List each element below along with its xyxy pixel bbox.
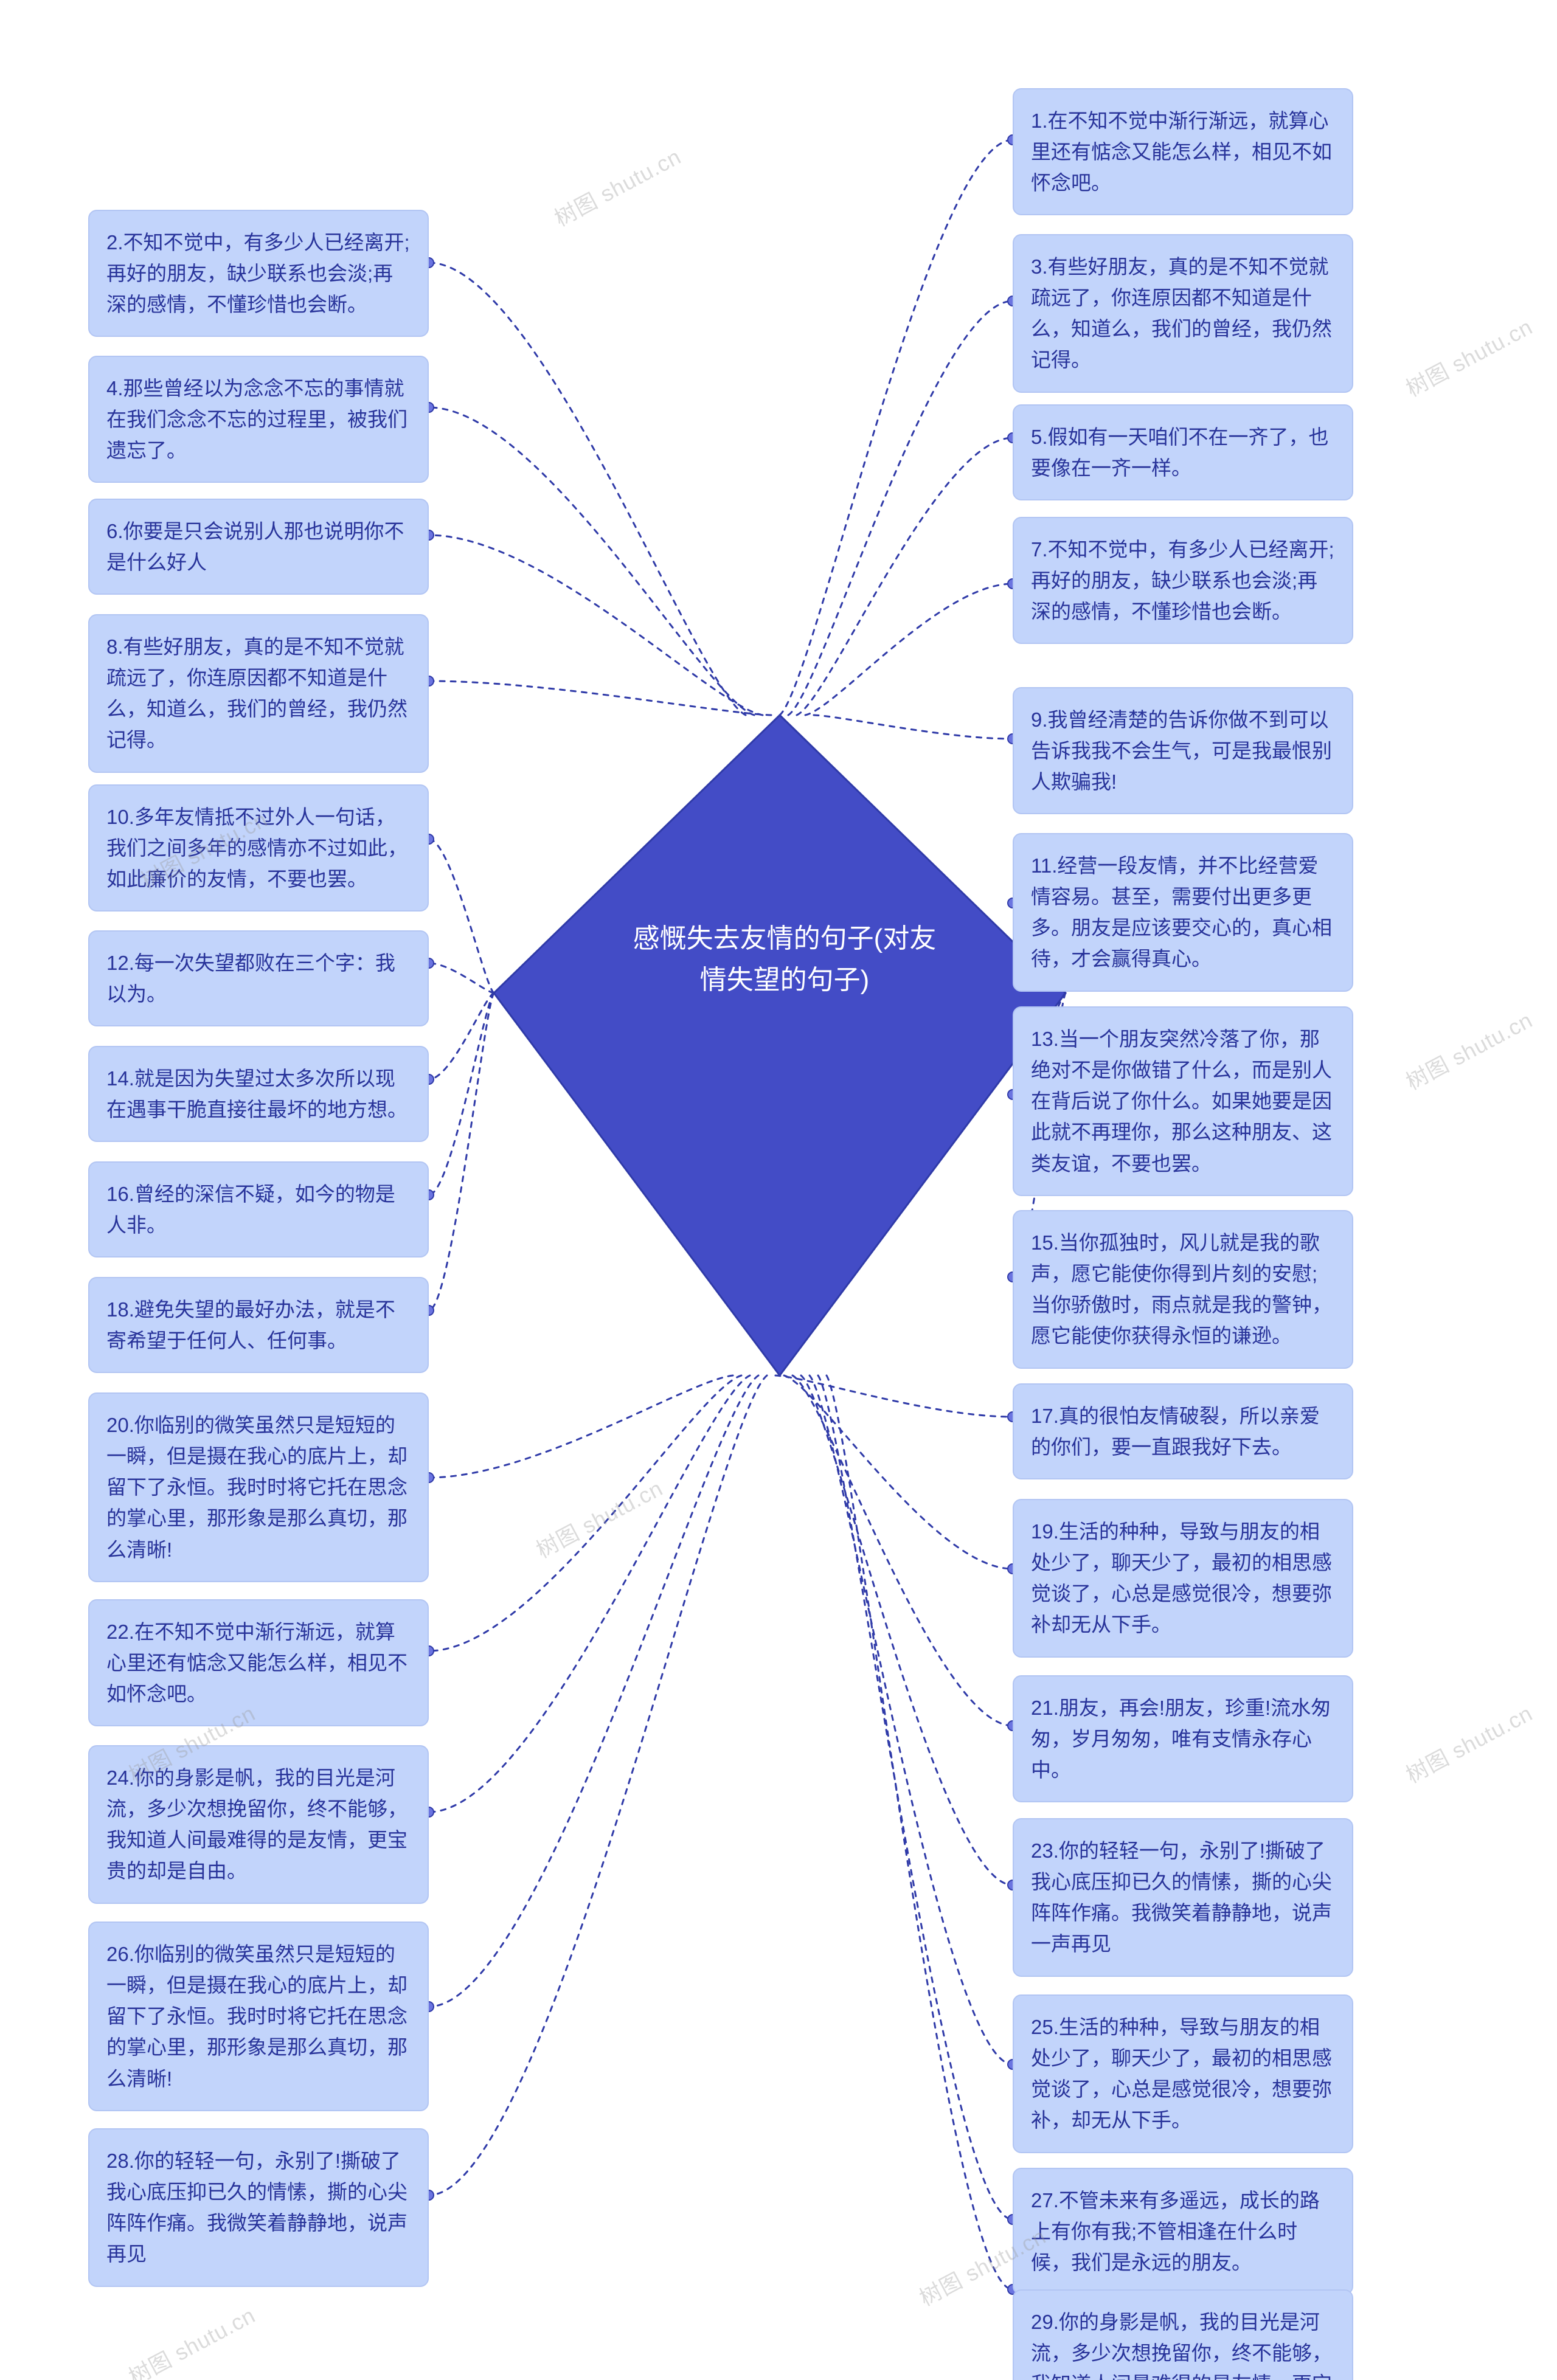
- connector-12: [429, 963, 494, 993]
- connector-26: [429, 1375, 758, 2007]
- leaf-node-23: 23.你的轻轻一句，永别了!撕破了我心底压抑已久的情愫，撕的心尖阵阵作痛。我微笑…: [1013, 1818, 1353, 1977]
- connector-27: [818, 1375, 1013, 2219]
- leaf-node-4: 4.那些曾经以为念念不忘的事情就在我们念念不忘的过程里，被我们遗忘了。: [88, 356, 429, 483]
- connector-25: [810, 1375, 1013, 2064]
- leaf-node-17: 17.真的很怕友情破裂，所以亲爱的你们，要一直跟我好下去。: [1013, 1383, 1353, 1479]
- connector-23: [801, 1375, 1013, 1885]
- watermark: 树图 shutu.cn: [1399, 310, 1538, 403]
- connector-22: [429, 1375, 741, 1651]
- connector-17: [775, 1375, 1013, 1417]
- connector-28: [429, 1375, 767, 2195]
- leaf-node-5: 5.假如有一天咱们不在一齐了，也要像在一齐一样。: [1013, 404, 1353, 500]
- leaf-node-1: 1.在不知不觉中渐行渐远，就算心里还有惦念又能怎么样，相见不如怀念吧。: [1013, 88, 1353, 215]
- leaf-node-27: 27.不管未来有多遥远，成长的路上有你有我;不管相逢在什么时候，我们是永远的朋友…: [1013, 2168, 1353, 2295]
- connector-5: [797, 438, 1013, 715]
- leaf-node-29: 29.你的身影是帆，我的目光是河流，多少次想挽留你，终不能够，我知道人间最难得的…: [1013, 2289, 1353, 2380]
- leaf-node-13: 13.当一个朋友突然冷落了你，那绝对不是你做错了什么，而是别人在背后说了你什么。…: [1013, 1006, 1353, 1196]
- connector-19: [784, 1375, 1013, 1569]
- connector-21: [792, 1375, 1013, 1726]
- leaf-node-6: 6.你要是只会说别人那也说明你不是什么好人: [88, 499, 429, 595]
- connector-29: [827, 1375, 1013, 2289]
- watermark: 树图 shutu.cn: [1399, 1696, 1538, 1789]
- leaf-node-15: 15.当你孤独时，风儿就是我的歌声，愿它能使你得到片刻的安慰;当你骄傲时，雨点就…: [1013, 1210, 1353, 1369]
- connector-9: [814, 715, 1013, 739]
- center-title: 感慨失去友情的句子(对友情失望的句子): [626, 918, 943, 1001]
- leaf-node-21: 21.朋友，再会!朋友，珍重!流水匆匆，岁月匆匆，唯有支情永存心中。: [1013, 1675, 1353, 1802]
- connector-3: [788, 301, 1013, 715]
- watermark: 树图 shutu.cn: [548, 139, 686, 232]
- leaf-node-7: 7.不知不觉中，有多少人已经离开;再好的朋友，缺少联系也会淡;再深的感情，不懂珍…: [1013, 517, 1353, 644]
- connector-4: [429, 407, 754, 715]
- center-diamond: [494, 715, 1066, 1375]
- leaf-node-24: 24.你的身影是帆，我的目光是河流，多少次想挽留你，终不能够，我知道人间最难得的…: [88, 1745, 429, 1904]
- leaf-node-12: 12.每一次失望都败在三个字：我以为。: [88, 930, 429, 1026]
- connector-18: [429, 993, 494, 1310]
- leaf-node-20: 20.你临别的微笑虽然只是短短的一瞬，但是摄在我心的底片上，却留下了永恒。我时时…: [88, 1392, 429, 1582]
- leaf-node-11: 11.经营一段友情，并不比经营爱情容易。甚至，需要付出更多更多。朋友是应该要交心…: [1013, 833, 1353, 992]
- leaf-node-16: 16.曾经的深信不疑，如今的物是人非。: [88, 1161, 429, 1257]
- connector-14: [429, 993, 494, 1079]
- connector-7: [805, 584, 1013, 715]
- leaf-node-14: 14.就是因为失望过太多次所以现在遇事干脆直接往最坏的地方想。: [88, 1046, 429, 1142]
- connector-8: [429, 681, 771, 715]
- watermark: 树图 shutu.cn: [122, 2298, 260, 2380]
- leaf-node-9: 9.我曾经清楚的告诉你做不到可以告诉我我不会生气，可是我最恨别人欺骗我!: [1013, 687, 1353, 814]
- connector-1: [780, 140, 1013, 715]
- connector-20: [429, 1375, 733, 1478]
- leaf-node-18: 18.避免失望的最好办法，就是不寄希望于任何人、任何事。: [88, 1277, 429, 1373]
- leaf-node-19: 19.生活的种种，导致与朋友的相处少了，聊天少了，最初的相思感觉谈了，心总是感觉…: [1013, 1499, 1353, 1658]
- watermark: 树图 shutu.cn: [1399, 1003, 1538, 1096]
- leaf-node-22: 22.在不知不觉中渐行渐远，就算心里还有惦念又能怎么样，相见不如怀念吧。: [88, 1599, 429, 1726]
- leaf-node-8: 8.有些好朋友，真的是不知不觉就疏远了，你连原因都不知道是什么，知道么，我们的曾…: [88, 614, 429, 773]
- connector-24: [429, 1375, 750, 1812]
- connector-10: [429, 839, 494, 993]
- connector-6: [429, 535, 763, 715]
- connector-16: [429, 993, 494, 1195]
- leaf-node-28: 28.你的轻轻一句，永别了!撕破了我心底压抑已久的情愫，撕的心尖阵阵作痛。我微笑…: [88, 2128, 429, 2287]
- leaf-node-10: 10.多年友情抵不过外人一句话，我们之间多年的感情亦不过如此，如此廉价的友情，不…: [88, 784, 429, 912]
- watermark: 树图 shutu.cn: [530, 1471, 668, 1564]
- leaf-node-3: 3.有些好朋友，真的是不知不觉就疏远了，你连原因都不知道是什么，知道么，我们的曾…: [1013, 234, 1353, 393]
- leaf-node-26: 26.你临别的微笑虽然只是短短的一瞬，但是摄在我心的底片上，却留下了永恒。我时时…: [88, 1922, 429, 2111]
- leaf-node-25: 25.生活的种种，导致与朋友的相处少了，聊天少了，最初的相思感觉谈了，心总是感觉…: [1013, 1994, 1353, 2153]
- connector-2: [429, 263, 746, 715]
- leaf-node-2: 2.不知不觉中，有多少人已经离开;再好的朋友，缺少联系也会淡;再深的感情，不懂珍…: [88, 210, 429, 337]
